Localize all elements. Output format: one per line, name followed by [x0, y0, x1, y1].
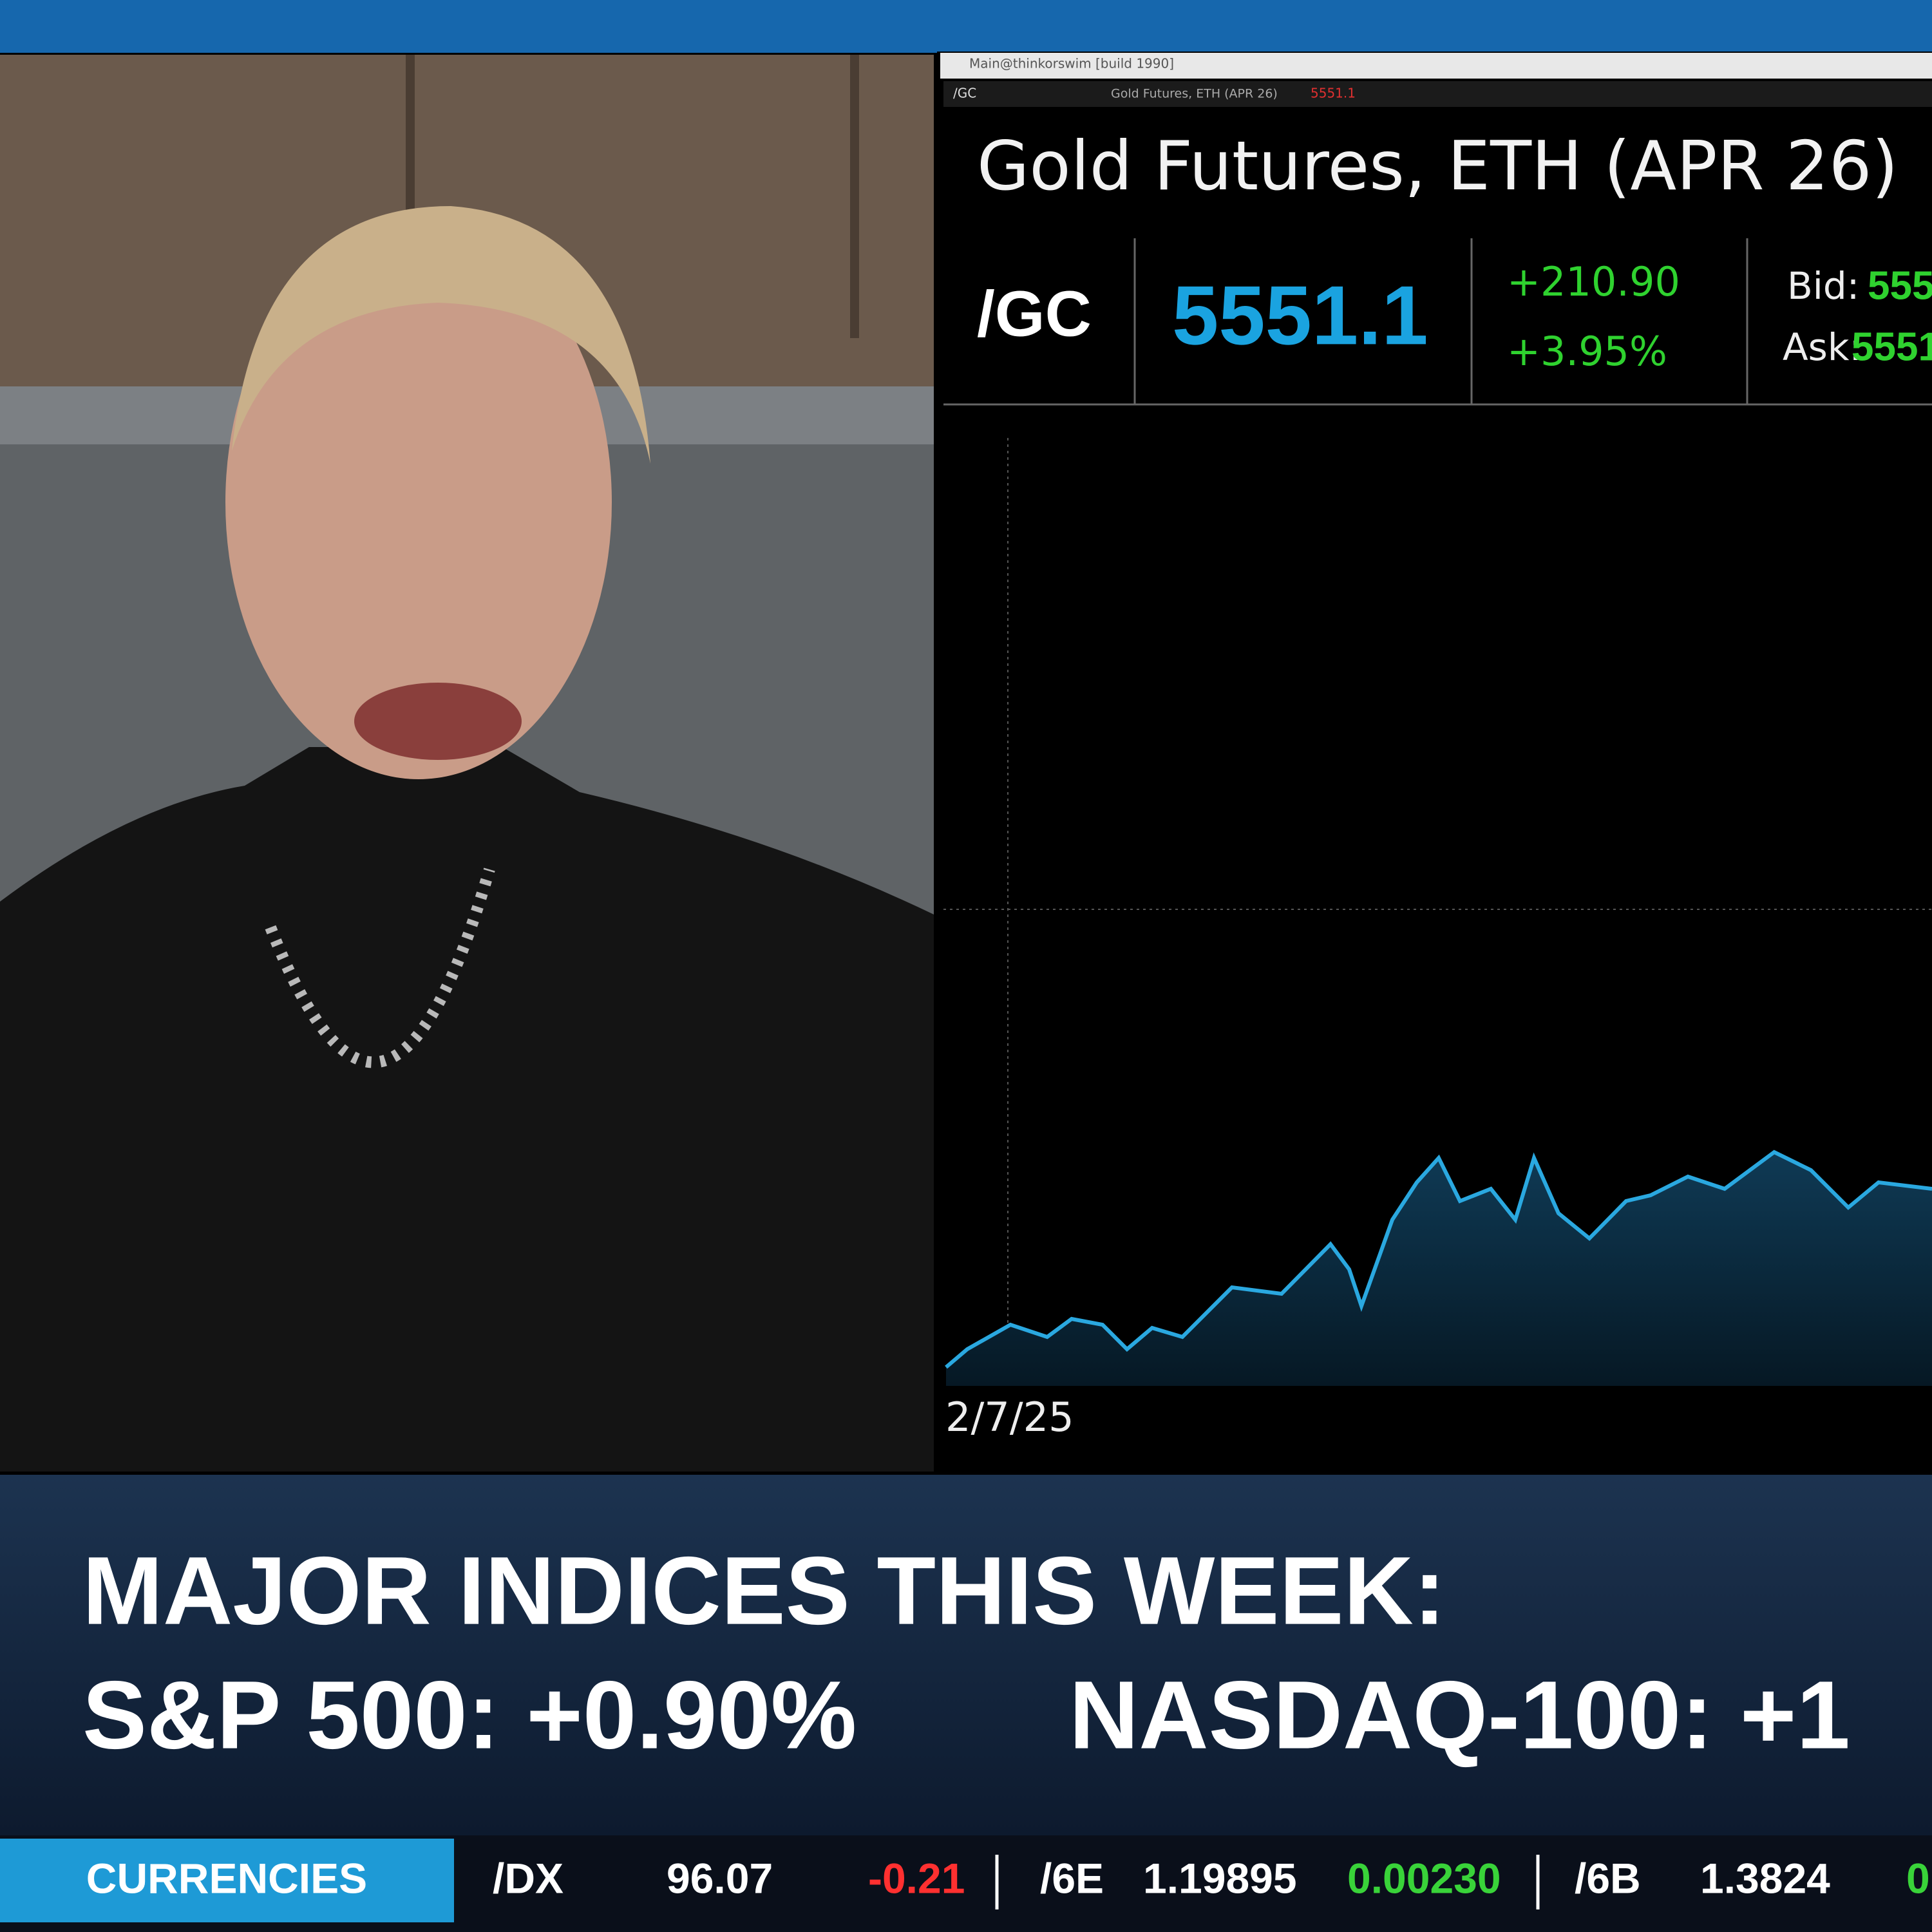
ticker-symbol: /6E [1040, 1854, 1104, 1902]
ask-label: Ask: [1783, 325, 1862, 369]
toolbar-symbol[interactable]: /GC [953, 86, 976, 101]
ticker-price: 1.3824 [1700, 1854, 1830, 1902]
video-feed [0, 55, 934, 1472]
ticker-change: 0.00230 [1347, 1854, 1501, 1902]
window-title: Main@thinkorswim [build 1990] [969, 56, 1174, 71]
window-title-bar [940, 53, 1932, 79]
ticker-symbol: /6B [1575, 1854, 1641, 1902]
quote-title: Gold Futures, ETH (APR 26) [977, 127, 1898, 205]
chart-start-date: 2/7/25 [945, 1394, 1074, 1441]
bid-label: Bid: [1787, 264, 1859, 308]
ticker-symbol: /DX [493, 1854, 564, 1902]
price-chart [943, 438, 1932, 1386]
lower-third [0, 1475, 1932, 1835]
ticker-section-box [0, 1839, 454, 1922]
ticker-change: -0.21 [868, 1854, 965, 1902]
index-item: S&P 500: +0.90% [82, 1661, 857, 1769]
quote-dividers [943, 238, 1932, 406]
toolbar [943, 81, 1932, 107]
quote-change-percent: +3.95% [1507, 328, 1667, 375]
toolbar-name: Gold Futures, ETH (APR 26) [1111, 87, 1278, 101]
ask-value: 5551 [1852, 325, 1932, 369]
bid-value: 555 [1868, 263, 1932, 308]
ticker-price: 96.07 [667, 1854, 773, 1902]
index-item: NASDAQ-100: +1 [1069, 1661, 1850, 1769]
ticker-rows: /DX 96.07 -0.21/6E 1.19895 0.00230/6B 1.3824 0 [493, 1854, 1930, 1909]
top-bar [0, 0, 1932, 53]
quote-symbol: /GC [977, 278, 1092, 350]
headline: MAJOR INDICES THIS WEEK: [82, 1537, 1446, 1645]
ticker-change: 0 [1906, 1854, 1930, 1902]
quote-last: 5551.1 [1172, 268, 1428, 362]
ticker-section: CURRENCIES [86, 1854, 367, 1902]
ticker-price: 1.19895 [1143, 1854, 1297, 1902]
toolbar-last: 5551.1 [1311, 86, 1356, 101]
quote-change: +210.90 [1507, 258, 1680, 305]
